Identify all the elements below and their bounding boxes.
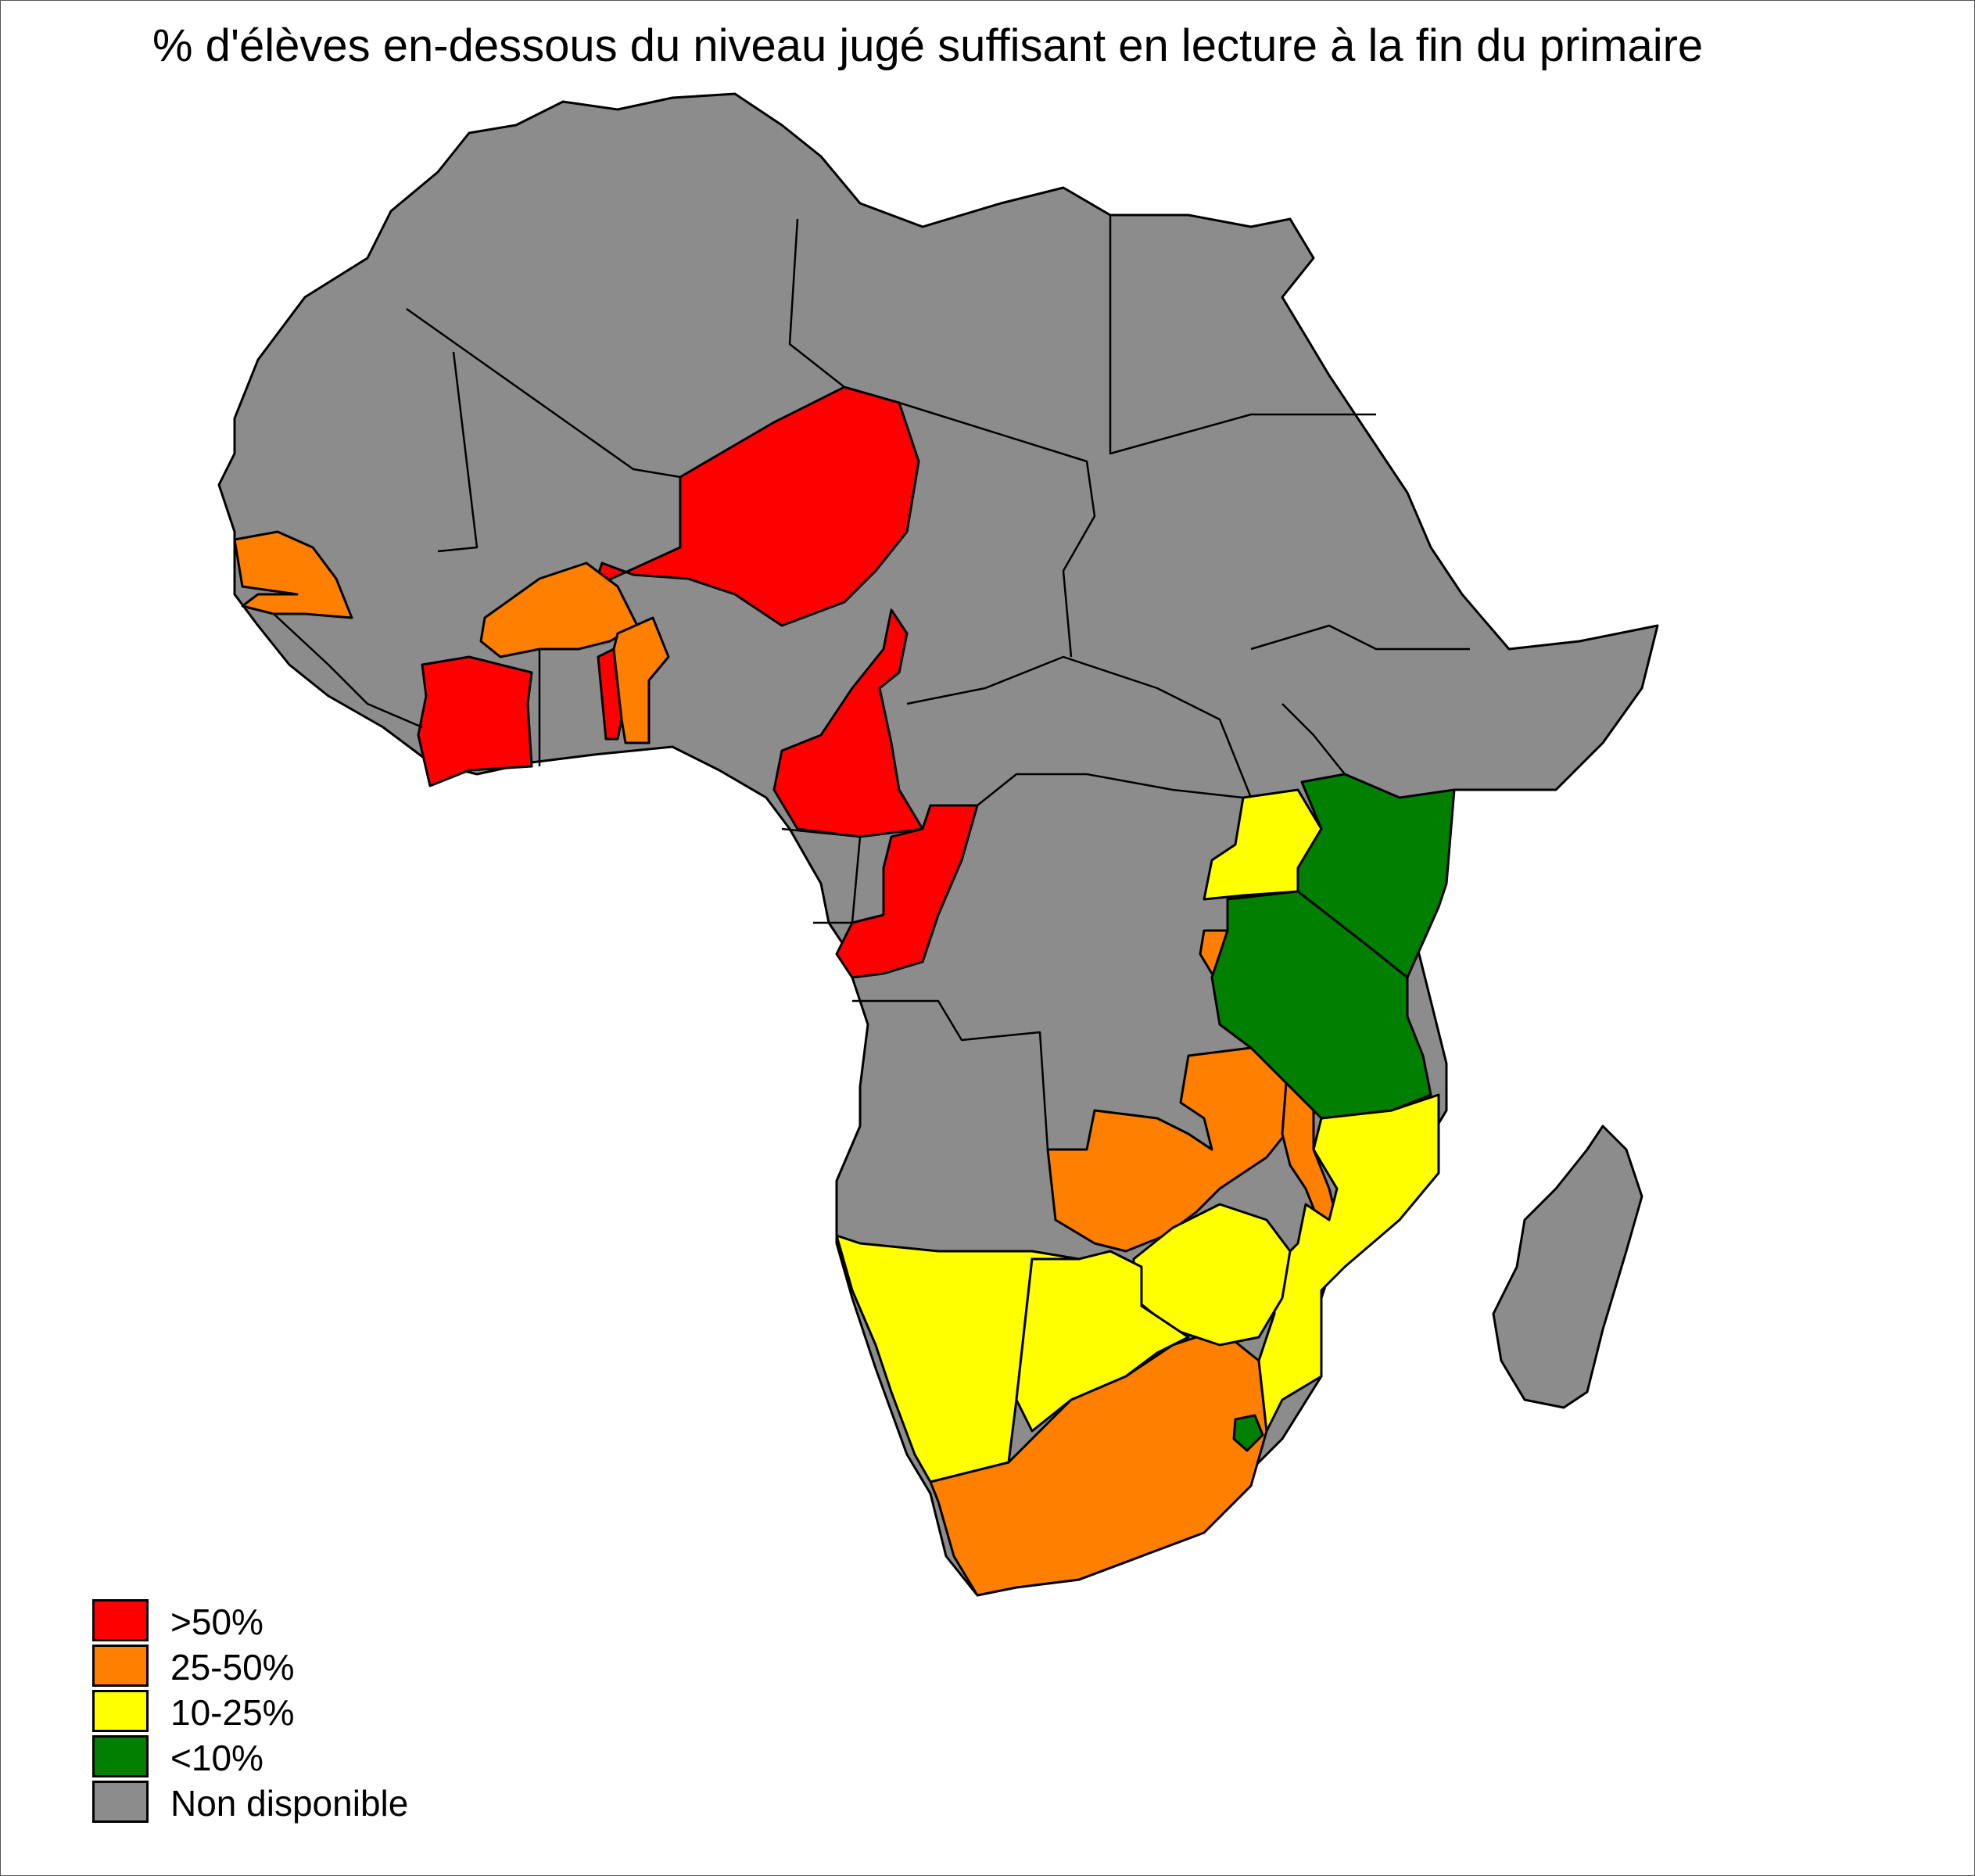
country-tanzania: [1210, 890, 1432, 1120]
madagascar: [1492, 1125, 1643, 1409]
border-north-4: [1109, 215, 1376, 455]
border-central-1: [906, 655, 1253, 798]
border-central-2: [977, 773, 1244, 806]
country-mozambique: [1257, 1093, 1440, 1433]
country-congo: [835, 804, 979, 979]
legend-swatch: [92, 1599, 149, 1641]
map-title: % d'élèves en-dessous du niveau jugé suf…: [152, 20, 1704, 71]
border-west-1: [273, 613, 423, 729]
legend-swatch: [92, 1690, 149, 1732]
country-benin: [612, 616, 670, 744]
country-senegal: [233, 530, 353, 619]
country-cote-divoire: [417, 655, 533, 787]
border-west-3: [781, 827, 862, 924]
legend-swatch: [92, 1645, 149, 1687]
legend-swatch: [92, 1735, 149, 1777]
legend-label: Non disponible: [170, 1783, 409, 1824]
border-central-3: [852, 999, 1049, 1150]
border-north-3: [788, 218, 845, 388]
legend-label: 10-25%: [170, 1692, 295, 1733]
border-north-5: [898, 401, 1096, 658]
legend-label: >50%: [170, 1602, 263, 1642]
border-east-1: [1281, 703, 1346, 775]
border-north-1: [406, 307, 681, 479]
country-burkina-faso: [479, 561, 639, 658]
country-swaziland: [1232, 1414, 1264, 1452]
border-north-2: [437, 351, 479, 553]
legend-label: 25-50%: [170, 1647, 295, 1688]
country-kenya: [1296, 773, 1456, 979]
country-botswana: [1015, 1250, 1190, 1433]
legend-label: <10%: [170, 1738, 263, 1778]
border-east-2: [1250, 624, 1470, 651]
legend-swatch: [92, 1781, 149, 1823]
